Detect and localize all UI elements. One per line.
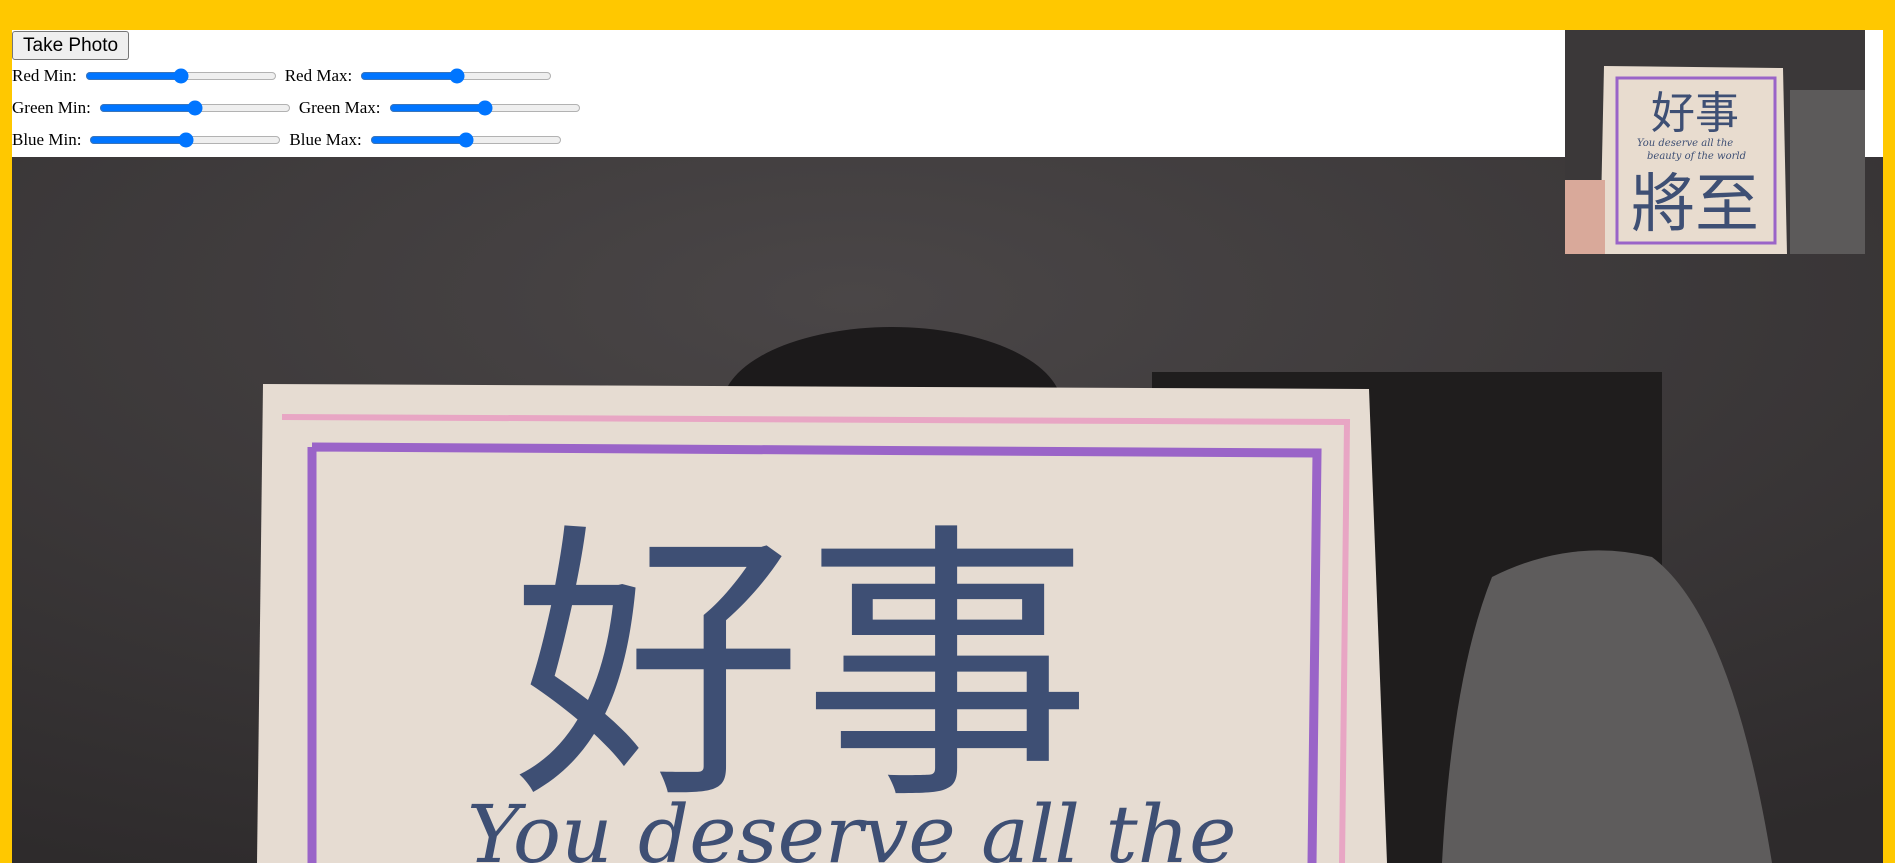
photo-heading: 好事 <box>512 501 1092 838</box>
slider-label: Red Max: <box>284 66 353 85</box>
paper-border-outer <box>281 414 1351 863</box>
slider[interactable] <box>388 100 581 116</box>
thumb-heading: 好事 <box>1651 88 1739 139</box>
slider-label: Blue Min: <box>12 130 82 149</box>
take-photo-button[interactable]: Take Photo <box>12 31 130 60</box>
slider[interactable] <box>89 132 282 148</box>
paper-border <box>307 442 1322 863</box>
thumb-line: beauty of the world <box>1647 151 1746 162</box>
hand <box>1565 180 1605 254</box>
thumb-border <box>1615 76 1777 245</box>
thumb-jacket <box>1790 90 1865 254</box>
thumbnail: 好事 You deserve all the beauty of the wor… <box>1565 30 1865 254</box>
slider[interactable] <box>369 132 562 148</box>
slider[interactable] <box>360 68 553 84</box>
thumb-paper <box>1600 66 1787 254</box>
slider-label: Green Max: <box>298 98 381 117</box>
slider-row: Blue Min: Blue Max: <box>12 130 570 150</box>
paper <box>257 384 1387 863</box>
thumb-footer: 將至 <box>1631 168 1759 242</box>
slider[interactable] <box>84 68 277 84</box>
slider[interactable] <box>98 100 291 116</box>
slider-row: Green Min: Green Max: <box>12 98 589 118</box>
thumb-line: You deserve all the <box>1637 138 1733 149</box>
slider-label: Green Min: <box>12 98 91 117</box>
slider-label: Red Min: <box>12 66 77 85</box>
slider-row: Red Min: Red Max: <box>12 66 560 86</box>
photo-line: You deserve all the <box>467 788 1236 863</box>
jacket <box>1442 550 1772 863</box>
slider-label: Blue Max: <box>289 130 362 149</box>
camera-view: 好事 You deserve all the <box>12 157 1883 863</box>
